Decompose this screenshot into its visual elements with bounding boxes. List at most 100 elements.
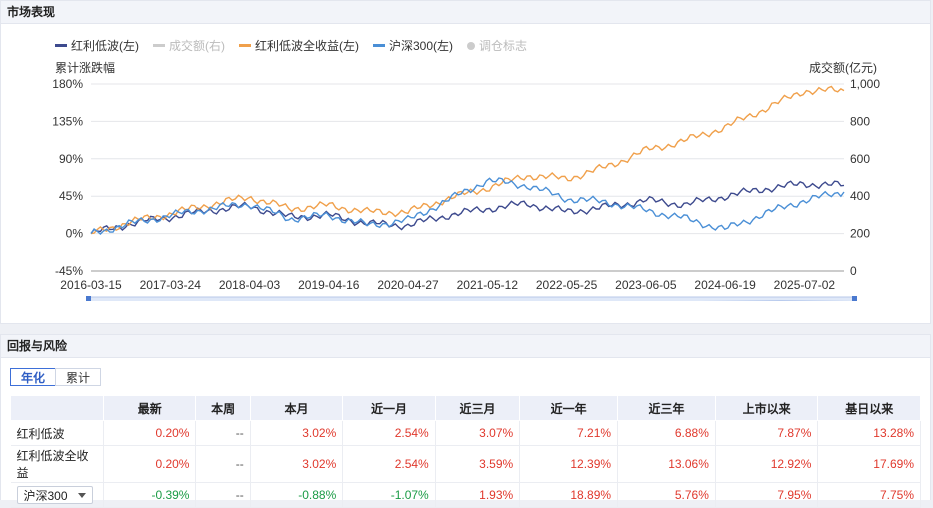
value-cell: -0.88%	[250, 482, 344, 508]
series-line-1	[90, 85, 845, 235]
column-header: 近三月	[434, 395, 521, 421]
table-row: 红利低波 0.20% -- 3.02% 2.54% 3.07% 7.21% 6.88% 7.87…	[10, 420, 921, 446]
value-cell: 5.76%	[617, 482, 716, 508]
benchmark-select-value: 沪深300	[23, 488, 68, 503]
legend-swatch	[239, 44, 251, 47]
value-cell: 0.20%	[103, 420, 197, 446]
column-header: 近一月	[342, 395, 436, 421]
legend-label: 红利低波全收益(左)	[255, 39, 359, 53]
range-handle-right[interactable]	[852, 296, 857, 301]
value-cell: 12.92%	[715, 445, 819, 483]
y-right-ticks: 1,000 800 600 400 200 0	[850, 77, 880, 278]
column-header: 近一年	[519, 395, 619, 421]
column-header: 近三年	[617, 395, 716, 421]
period-tabs: 年化 累计	[10, 368, 101, 386]
series-line-0	[90, 180, 845, 235]
y-left-axis-label: 累计涨跌幅	[55, 60, 115, 75]
y-left-tick-label: 0%	[66, 227, 84, 241]
table-body: 红利低波 0.20% -- 3.02% 2.54% 3.07% 7.21% 6.88% 7.87…	[10, 420, 921, 508]
value-cell: --	[195, 482, 251, 508]
legend-item[interactable]: 调仓标志	[467, 37, 527, 54]
x-tick-label: 2023-06-05	[615, 278, 677, 292]
range-slider[interactable]	[88, 296, 856, 301]
x-tick-label: 2017-03-24	[140, 278, 202, 292]
range-slider-preview	[541, 300, 855, 301]
value-cell: 2.54%	[342, 420, 436, 446]
row-name-cell[interactable]: 沪深300	[10, 482, 104, 508]
legend-label: 沪深300(左)	[389, 39, 454, 53]
legend-marker-icon	[467, 41, 476, 50]
legend-item[interactable]: 沪深300(左)	[373, 37, 453, 54]
range-handle-left[interactable]	[86, 296, 91, 301]
legend-swatch	[55, 44, 67, 47]
x-tick-label: 2022-05-25	[536, 278, 598, 292]
x-tick-label: 2025-07-02	[774, 278, 836, 292]
y-right-tick-label: 600	[850, 152, 870, 166]
column-header: 本月	[249, 395, 344, 421]
row-name-cell: 红利低波全收益	[10, 445, 104, 483]
legend-label: 成交额(右)	[169, 39, 225, 53]
value-cell: 3.02%	[250, 445, 344, 483]
benchmark-select[interactable]: 沪深300	[16, 486, 93, 504]
x-tick-label: 2016-03-15	[60, 278, 122, 292]
value-cell: 3.02%	[250, 420, 344, 446]
y-right-tick-label: 1,000	[850, 77, 880, 91]
chart-legend: 红利低波(左) 成交额(右) 红利低波全收益(左) 沪深300(左) 调仓标志	[55, 37, 527, 54]
value-cell: 1.93%	[435, 482, 521, 508]
legend-label: 红利低波(左)	[71, 39, 139, 53]
legend-swatch	[373, 44, 385, 47]
y-left-tick-label: -45%	[55, 264, 83, 278]
value-cell: 7.95%	[715, 482, 819, 508]
value-cell: 6.88%	[617, 420, 716, 446]
column-header: 基日以来	[817, 395, 921, 421]
value-cell: 17.69%	[817, 445, 921, 483]
market-title: 市场表现	[1, 1, 930, 24]
row-name-cell: 红利低波	[10, 420, 104, 446]
y-right-tick-label: 800	[850, 114, 870, 128]
value-cell: 2.54%	[342, 445, 436, 483]
value-cell: 12.39%	[519, 445, 619, 483]
value-cell: 13.28%	[817, 420, 921, 446]
returns-table: 最新 本周 本月 近一月 近三月 近一年 近三年 上市以来 基日以来 红利低波 0.20% -- 3.…	[10, 395, 921, 508]
x-ticks: 2016-03-15 2017-03-24 2018-04-03 2019-04-16…	[60, 278, 835, 292]
x-tick-label: 2024-06-19	[694, 278, 756, 292]
market-panel: 市场表现 红利低波(左) 成交额(右) 红利低波全收益(左) 沪深300(左) 调仓标志…	[0, 0, 931, 324]
column-header: 最新	[102, 395, 197, 421]
table-header-row: 最新 本周 本月 近一月 近三月 近一年 近三年 上市以来 基日以来	[10, 395, 921, 421]
y-left-tick-label: 135%	[52, 114, 83, 128]
value-cell: --	[195, 445, 251, 483]
legend-swatch	[153, 44, 165, 47]
value-cell: 0.20%	[103, 445, 197, 483]
x-tick-label: 2019-04-16	[298, 278, 360, 292]
column-header: 上市以来	[714, 395, 819, 421]
y-right-tick-label: 400	[850, 189, 870, 203]
legend-item[interactable]: 红利低波(左)	[55, 37, 139, 54]
value-cell: 7.21%	[519, 420, 619, 446]
value-cell: 7.75%	[817, 482, 921, 508]
value-cell: 7.87%	[715, 420, 819, 446]
y-left-ticks: 180% 135% 90% 45% 0% -45%	[52, 77, 83, 278]
value-cell: 3.07%	[435, 420, 521, 446]
table-row: 沪深300 -0.39% -- -0.88% -1.07% 1.93% 18.89% 5.76…	[10, 482, 921, 508]
value-cell: 18.89%	[519, 482, 619, 508]
tab-cumulative[interactable]: 累计	[55, 368, 101, 386]
value-cell: 3.59%	[435, 445, 521, 483]
table-row: 红利低波全收益 0.20% -- 3.02% 2.54% 3.59% 12.39% 13.06…	[10, 445, 921, 483]
column-header: 本周	[195, 395, 251, 421]
value-cell: 13.06%	[617, 445, 716, 483]
y-right-tick-label: 200	[850, 227, 870, 241]
legend-item[interactable]: 红利低波全收益(左)	[239, 37, 359, 54]
market-chart: 累计涨跌幅 成交额(亿元) 180% 135% 90% 45% 0% -45% 1,000…	[52, 60, 880, 301]
series-line-2	[90, 177, 845, 235]
y-left-tick-label: 90%	[59, 152, 83, 166]
tab-annualized[interactable]: 年化	[10, 368, 56, 386]
legend-label: 调仓标志	[479, 39, 528, 53]
chart-series	[90, 85, 845, 235]
x-tick-label: 2020-04-27	[377, 278, 439, 292]
column-header	[10, 395, 104, 421]
value-cell: -1.07%	[342, 482, 436, 508]
chart-grid	[91, 83, 844, 272]
value-cell: --	[195, 420, 251, 446]
legend-item[interactable]: 成交额(右)	[153, 37, 225, 54]
returns-panel: 回报与风险 年化 累计 最新 本周 本月 近一月 近三月 近一年 近三年 上市以来 基日以来 红…	[0, 334, 931, 508]
